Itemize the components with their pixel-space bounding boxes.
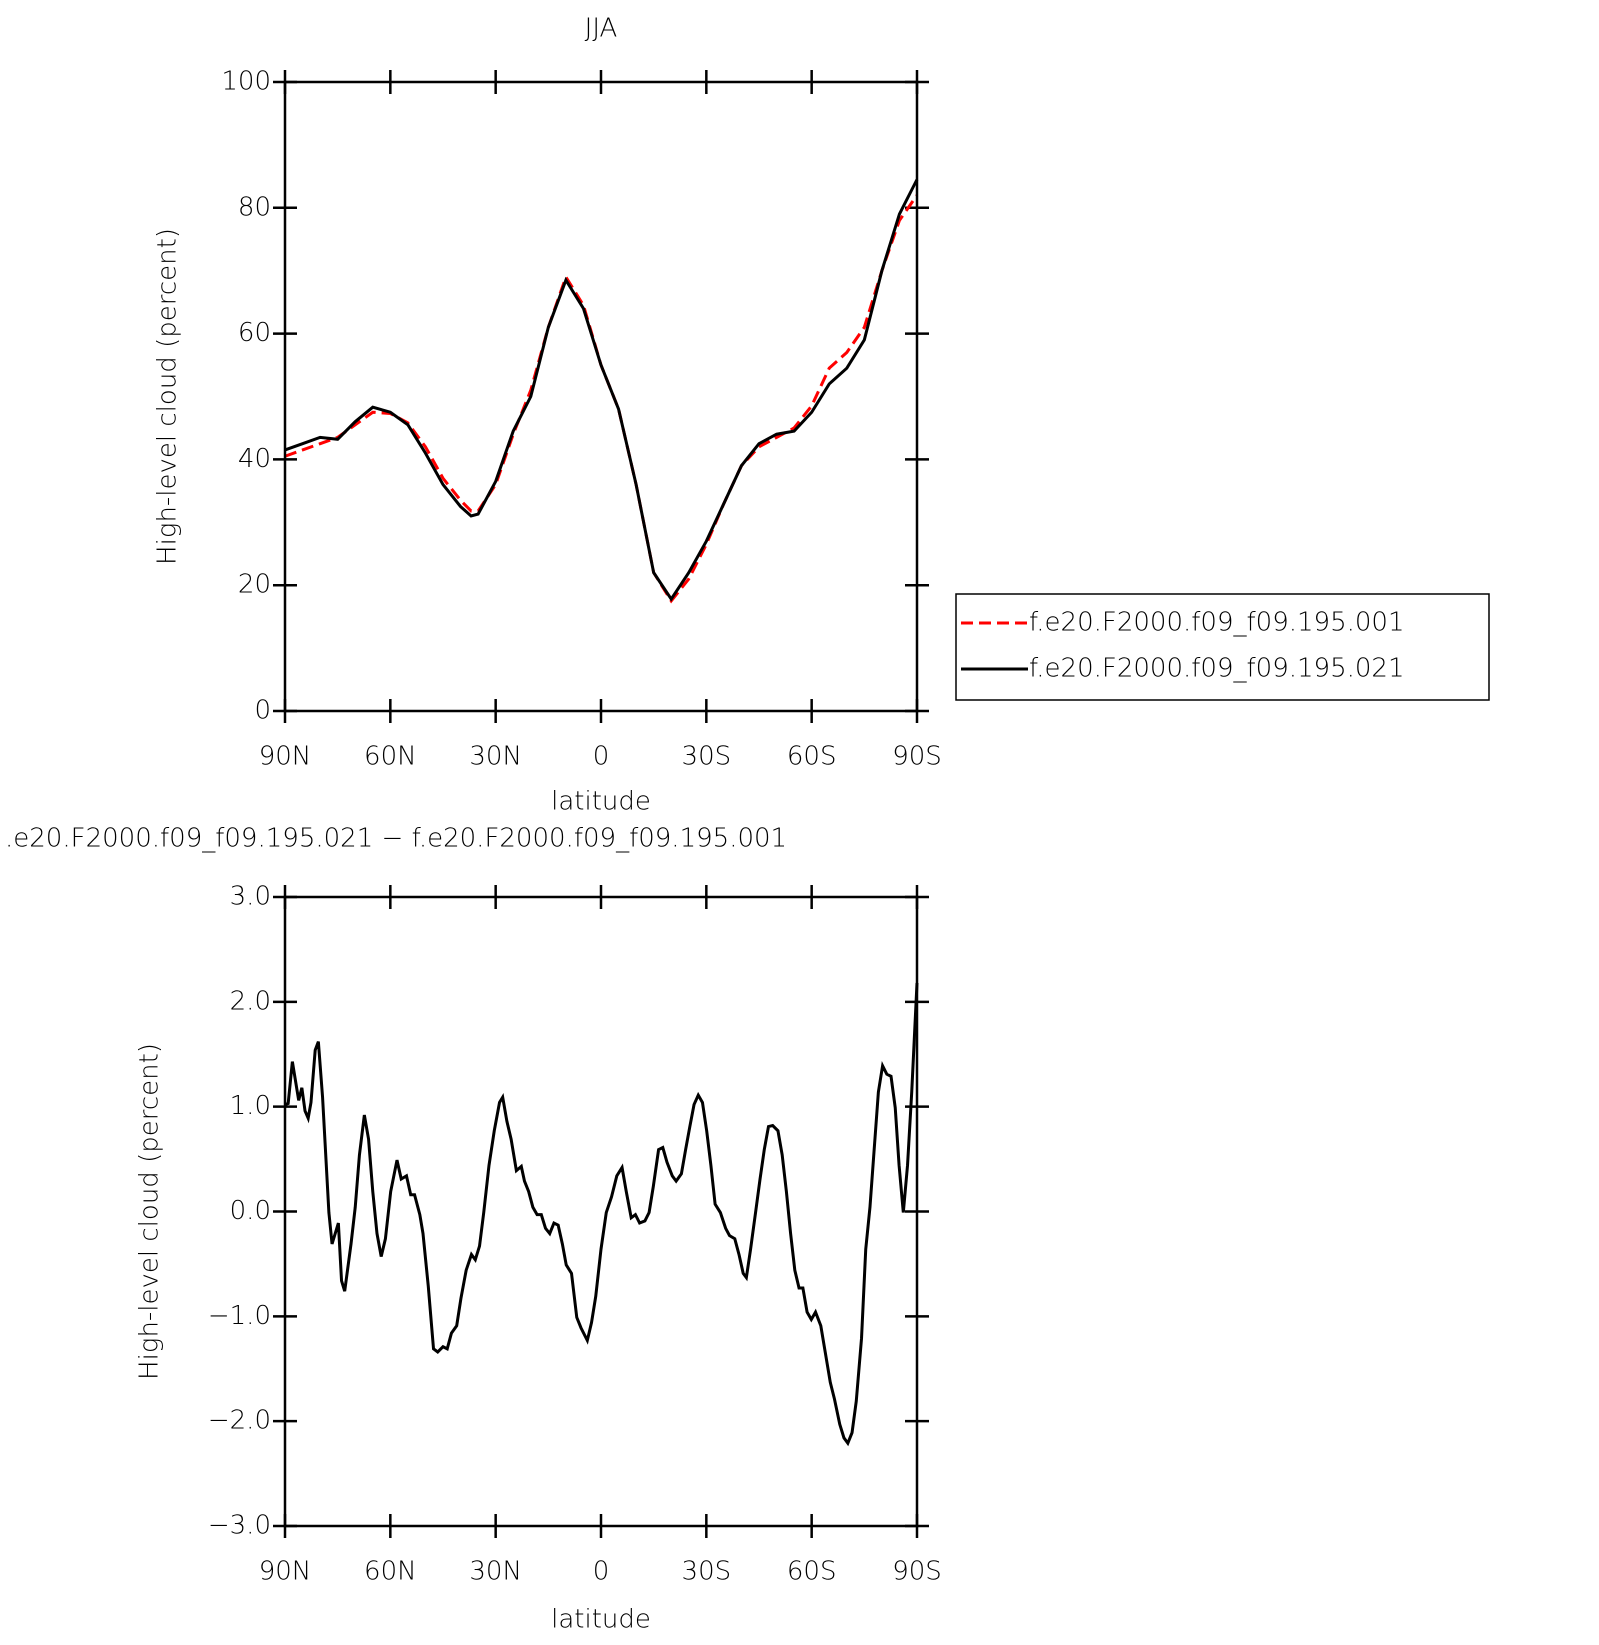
- plot-frame: [283, 895, 919, 1528]
- y-tick-label: −1.0: [208, 1301, 271, 1331]
- legend-box: [955, 593, 1490, 701]
- y-tick-label: 60: [238, 318, 271, 348]
- x-tick-label: 90N: [259, 742, 312, 772]
- x-tick-label: 30S: [682, 742, 732, 772]
- legend-label: f.e20.F2000.f09_f09.195.001: [1029, 608, 1405, 638]
- x-tick-label: 90S: [892, 742, 942, 772]
- y-tick-label: 1.0: [230, 1091, 271, 1121]
- y-tick-label: −3.0: [208, 1511, 271, 1541]
- y-tick-label: 20: [238, 570, 271, 600]
- y-tick-label: 3.0: [230, 882, 271, 912]
- x-axis-label: latitude: [551, 787, 651, 817]
- y-axis-label: High-level cloud (percent): [153, 228, 183, 565]
- x-tick-label: 0: [593, 1557, 610, 1587]
- y-tick-label: −2.0: [208, 1406, 271, 1436]
- x-tick-label: 30N: [469, 742, 522, 772]
- chart-title: .e20.F2000.f09_f09.195.021 − f.e20.F2000…: [5, 824, 787, 854]
- y-tick-label: 0: [254, 696, 271, 726]
- x-tick-label: 60S: [787, 1557, 837, 1587]
- legend-label: f.e20.F2000.f09_f09.195.021: [1029, 654, 1405, 684]
- y-axis-label: High-level cloud (percent): [135, 1043, 165, 1380]
- x-tick-label: 30S: [682, 1557, 732, 1587]
- y-tick-label: 100: [221, 67, 271, 97]
- x-tick-label: 60N: [364, 742, 417, 772]
- x-tick-label: 0: [593, 742, 610, 772]
- y-tick-label: 0.0: [230, 1196, 271, 1226]
- y-tick-label: 2.0: [230, 986, 271, 1016]
- y-tick-label: 40: [238, 444, 271, 474]
- x-tick-label: 30N: [469, 1557, 522, 1587]
- x-tick-label: 90N: [259, 1557, 312, 1587]
- x-axis-label: latitude: [551, 1605, 651, 1635]
- data-line: [284, 982, 919, 1447]
- legend: f.e20.F2000.f09_f09.195.001 f.e20.F2000.f…: [955, 593, 1490, 701]
- x-tick-label: 90S: [892, 1557, 942, 1587]
- plot-frame: [283, 80, 919, 713]
- chart-title: JJA: [585, 14, 618, 44]
- x-tick-label: 60S: [787, 742, 837, 772]
- data-line: [284, 178, 919, 602]
- y-tick-label: 80: [238, 192, 271, 222]
- x-tick-label: 60N: [364, 1557, 417, 1587]
